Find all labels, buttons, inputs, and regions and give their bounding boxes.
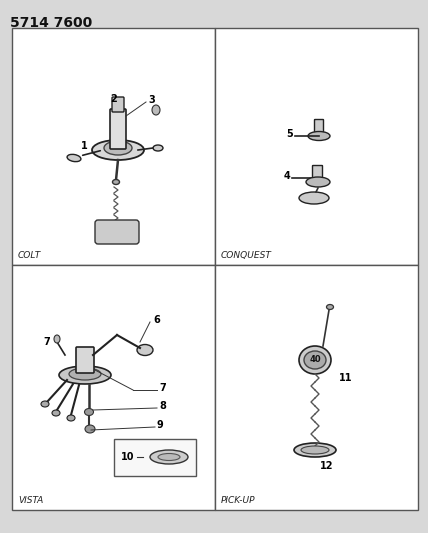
Ellipse shape [150, 450, 188, 464]
Ellipse shape [54, 335, 60, 343]
Text: 6: 6 [153, 315, 160, 325]
Ellipse shape [67, 415, 75, 421]
Text: 10: 10 [121, 452, 134, 462]
Text: 3: 3 [148, 95, 155, 105]
FancyBboxPatch shape [95, 220, 139, 244]
FancyBboxPatch shape [110, 109, 126, 149]
Ellipse shape [52, 410, 60, 416]
Ellipse shape [299, 346, 331, 374]
Text: 5714 7600: 5714 7600 [10, 16, 92, 30]
Text: 4: 4 [283, 171, 290, 181]
Ellipse shape [327, 304, 333, 310]
Ellipse shape [84, 408, 93, 416]
Ellipse shape [304, 351, 326, 369]
Ellipse shape [69, 368, 101, 380]
Text: CONQUEST: CONQUEST [221, 251, 272, 260]
Text: 8: 8 [159, 401, 166, 411]
Ellipse shape [92, 140, 144, 160]
Ellipse shape [85, 425, 95, 433]
Bar [12, 28, 215, 265]
Ellipse shape [104, 141, 132, 155]
Text: 2: 2 [110, 94, 117, 104]
Ellipse shape [306, 177, 330, 187]
FancyBboxPatch shape [76, 347, 94, 373]
FancyBboxPatch shape [312, 166, 323, 181]
Bar [215, 265, 418, 510]
Ellipse shape [67, 155, 81, 161]
Ellipse shape [158, 454, 180, 461]
Text: 40: 40 [309, 356, 321, 365]
Ellipse shape [41, 401, 49, 407]
Ellipse shape [301, 446, 329, 454]
Text: 7: 7 [159, 383, 166, 393]
Ellipse shape [113, 180, 119, 184]
Text: 7: 7 [43, 337, 50, 347]
Text: 9: 9 [157, 420, 164, 430]
Ellipse shape [59, 366, 111, 384]
Text: PICK-UP: PICK-UP [221, 496, 256, 505]
Ellipse shape [137, 344, 153, 356]
Text: COLT: COLT [18, 251, 41, 260]
FancyBboxPatch shape [114, 439, 196, 476]
Ellipse shape [152, 105, 160, 115]
Text: VISTA: VISTA [18, 496, 43, 505]
Text: 5: 5 [286, 129, 293, 139]
Ellipse shape [294, 443, 336, 457]
Bar [215, 28, 418, 265]
Ellipse shape [308, 132, 330, 141]
Text: 12: 12 [320, 461, 333, 471]
Bar [12, 265, 215, 510]
Text: 11: 11 [339, 373, 353, 383]
FancyBboxPatch shape [315, 119, 324, 134]
Ellipse shape [299, 192, 329, 204]
Text: 1: 1 [81, 141, 88, 151]
FancyBboxPatch shape [112, 97, 124, 112]
Ellipse shape [153, 145, 163, 151]
